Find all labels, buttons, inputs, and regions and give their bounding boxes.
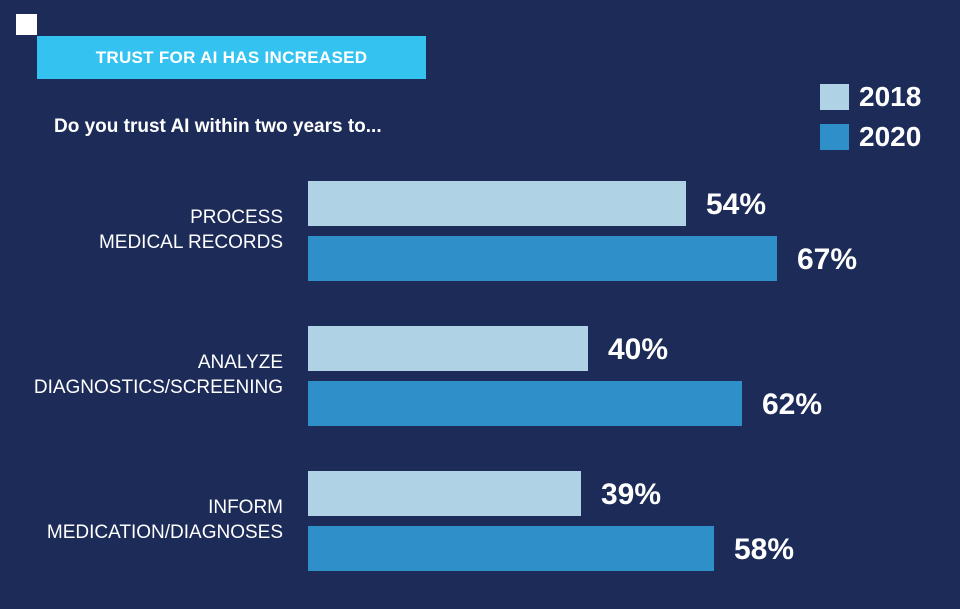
- legend-label-2018: 2018: [859, 81, 922, 112]
- legend-label-2020: 2020: [859, 121, 922, 152]
- category-label: INFORM: [208, 497, 283, 518]
- bar-2018: [308, 181, 686, 226]
- title-banner: TRUST FOR AI HAS INCREASED: [37, 36, 426, 79]
- legend-swatch-2020: [820, 124, 849, 150]
- legend-swatch-2018: [820, 84, 849, 110]
- data-label: 39%: [601, 478, 661, 511]
- data-label: 62%: [762, 388, 822, 421]
- data-label: 58%: [734, 533, 794, 566]
- category-label: MEDICAL RECORDS: [99, 232, 283, 253]
- chart-title: TRUST FOR AI HAS INCREASED: [95, 47, 368, 67]
- chart-subtitle: Do you trust AI within two years to...: [54, 116, 382, 137]
- bar-2018: [308, 471, 581, 516]
- legend-item-2020: 2020: [820, 120, 921, 154]
- category-label: MEDICATION/DIAGNOSES: [47, 522, 283, 543]
- bar-2020: [308, 381, 742, 426]
- data-label: 54%: [706, 188, 766, 221]
- bar-2020: [308, 526, 714, 571]
- category-label: PROCESS: [190, 207, 283, 228]
- legend: 2018 2020: [820, 80, 921, 160]
- data-label: 40%: [608, 333, 668, 366]
- category-label: DIAGNOSTICS/SCREENING: [34, 377, 283, 398]
- legend-item-2018: 2018: [820, 80, 921, 114]
- bar-2020: [308, 236, 777, 281]
- corner-square-decoration: [16, 14, 37, 35]
- data-label: 67%: [797, 243, 857, 276]
- category-label: ANALYZE: [198, 352, 283, 373]
- bar-2018: [308, 326, 588, 371]
